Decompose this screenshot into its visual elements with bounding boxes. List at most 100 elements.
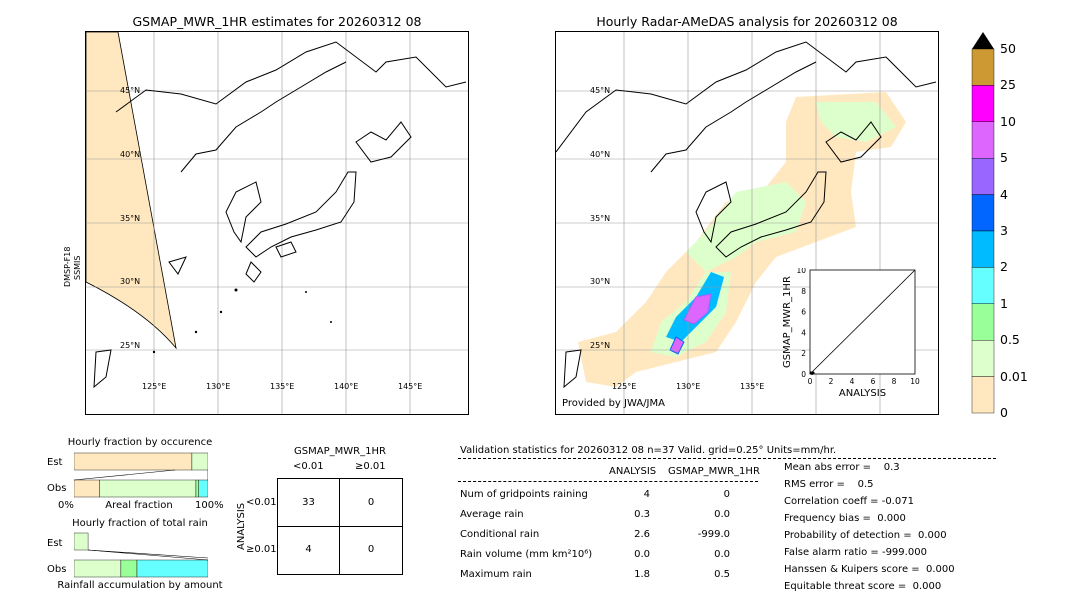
scatter-xtick-label: 10 xyxy=(910,377,920,386)
total-rain-connector-2 xyxy=(87,549,208,559)
stats-score-line: RMS error = 0.5 xyxy=(784,479,874,490)
scatter-ytick-label: 4 xyxy=(801,328,806,337)
scatter-ytick-label: 2 xyxy=(801,349,806,358)
scatter-diagonal xyxy=(809,269,916,375)
right-lon-label-125: 125°E xyxy=(612,382,637,391)
left-map-coastline xyxy=(93,41,467,389)
colorbar-label: 10 xyxy=(1000,113,1016,129)
left-map-svg xyxy=(86,32,468,414)
sensor-type-label: SSMIS xyxy=(73,255,82,281)
total-rain-title: Hourly fraction of total rain xyxy=(72,518,208,529)
stats-row-analysis: 4 xyxy=(643,489,650,500)
stacked-bar-segment xyxy=(99,479,197,498)
colorbar-extend-triangle xyxy=(972,32,994,49)
occurrence-axis-right: 100% xyxy=(195,500,224,511)
rain-area-north xyxy=(816,102,896,142)
stacked-bar-segment xyxy=(198,479,208,498)
stacked-bar-segment xyxy=(74,479,100,498)
scatter-ytick-label: 10 xyxy=(796,268,806,275)
colorbar-band xyxy=(971,267,995,304)
stats-col-gsmap: GSMAP_MWR_1HR xyxy=(668,466,760,477)
stacked-bar-segment xyxy=(136,559,208,578)
scatter-ytick-label: 8 xyxy=(801,287,806,296)
colorbar-band xyxy=(971,85,995,123)
scatter-point xyxy=(811,371,815,375)
stacked-bar-segment xyxy=(195,479,199,498)
right-map-svg xyxy=(556,32,938,414)
colorbar-band xyxy=(971,376,995,414)
stacked-bar-segment xyxy=(120,559,138,578)
stats-row-gsmap: 0.5 xyxy=(714,569,730,580)
stats-row-label: Num of gridpoints raining xyxy=(460,489,588,500)
stats-row-gsmap: 0 xyxy=(723,489,730,500)
right-lon-label-130: 130°E xyxy=(676,382,701,391)
colorbar-svg xyxy=(971,32,995,414)
left-lat-label-45: 45°N xyxy=(120,86,141,95)
left-lon-label-135: 135°E xyxy=(270,382,295,391)
right-lat-label-35: 35°N xyxy=(590,214,611,223)
left-map-grid xyxy=(86,32,468,414)
occurrence-est-bar xyxy=(74,452,208,471)
left-map-sensor-label: DMSP-F18 xyxy=(63,247,72,287)
rain-area-heavy xyxy=(683,293,712,325)
stacked-bar-segment xyxy=(74,559,122,578)
stats-score-line: False alarm ratio = -999.000 xyxy=(784,547,927,558)
scatter-xtick-label: 2 xyxy=(829,377,834,386)
stats-score-line: Probability of detection = 0.000 xyxy=(784,530,947,541)
contingency-title: GSMAP_MWR_1HR xyxy=(294,446,386,457)
total-rain-axis-label: Rainfall accumulation by amount xyxy=(57,580,223,591)
stats-score-line: Frequency bias = 0.000 xyxy=(784,513,906,524)
scatter-ticks: 00 2 2 4 4 6 6 8 8 10 10 xyxy=(796,266,920,386)
contingency-col-lt: <0.01 xyxy=(293,461,324,472)
provided-by-label: Provided by JWA/JMA xyxy=(562,398,665,409)
right-lat-label-30: 30°N xyxy=(590,277,611,286)
contingency-cell-d: 0 xyxy=(367,544,375,555)
scatter-ylabel: GSMAP_MWR_1HR xyxy=(782,276,793,368)
scatter-xlabel: ANALYSIS xyxy=(838,388,887,399)
total-rain-bars-svg xyxy=(74,532,208,578)
stacked-bar-segment xyxy=(74,532,89,551)
colorbar-label: 1 xyxy=(1000,295,1008,311)
colorbar-label: 5 xyxy=(1000,150,1008,166)
stats-col-rule xyxy=(458,481,758,482)
left-map-title: GSMAP_MWR_1HR estimates for 20260312 08 xyxy=(132,14,422,29)
occurrence-connector xyxy=(74,469,176,481)
colorbar-label: 2 xyxy=(1000,259,1008,275)
stacked-bar-segment xyxy=(191,452,208,471)
stats-score-line: Hanssen & Kuipers score = 0.000 xyxy=(784,564,955,575)
contingency-col-ge: ≥0.01 xyxy=(355,461,386,472)
left-map-islands xyxy=(152,288,332,354)
left-lat-label-35: 35°N xyxy=(120,214,141,223)
left-lat-label-40: 40°N xyxy=(120,150,141,159)
colorbar-band xyxy=(971,121,995,159)
occurrence-obs-label: Obs xyxy=(47,483,67,494)
colorbar-label: 50 xyxy=(1000,41,1016,56)
right-map-coastline xyxy=(556,41,937,389)
stats-row-label: Average rain xyxy=(460,509,524,520)
colorbar-label: 0.01 xyxy=(1000,368,1028,384)
stats-score-line: Correlation coeff = -0.071 xyxy=(784,496,914,507)
occurrence-bars-svg xyxy=(74,452,208,498)
occurrence-est-label: Est xyxy=(47,457,63,468)
scatter-xtick-label: 8 xyxy=(892,377,897,386)
occurrence-title: Hourly fraction by occurence xyxy=(67,437,213,448)
left-map-sensor-type: SSMIS xyxy=(73,256,82,281)
contingency-table: 33 0 4 0 xyxy=(277,478,403,575)
stats-row-gsmap: -999.0 xyxy=(697,529,730,540)
colorbar-band xyxy=(971,230,995,268)
stats-row-analysis: 2.6 xyxy=(634,529,650,540)
scatter-xtick-label: 4 xyxy=(850,377,855,386)
contingency-row-axis: ANALYSIS xyxy=(236,502,247,550)
scatter-ytick-label: 6 xyxy=(801,308,806,317)
right-lat-label-25: 25°N xyxy=(590,341,611,350)
colorbar-band xyxy=(971,194,995,232)
left-lon-label-140: 140°E xyxy=(334,382,359,391)
stats-row-analysis: 1.8 xyxy=(634,569,650,580)
right-lat-label-45: 45°N xyxy=(590,86,611,95)
stats-row-gsmap: 0.0 xyxy=(714,509,730,520)
contingency-cell-b: 0 xyxy=(367,497,375,508)
colorbar-label: 4 xyxy=(1000,186,1008,202)
stats-row-label: Conditional rain xyxy=(460,529,540,540)
colorbar: 50 25 10 5 4 3 2 1 0.5 0.01 0 xyxy=(970,30,1070,420)
occurrence-axis-left: 0% xyxy=(58,500,74,511)
